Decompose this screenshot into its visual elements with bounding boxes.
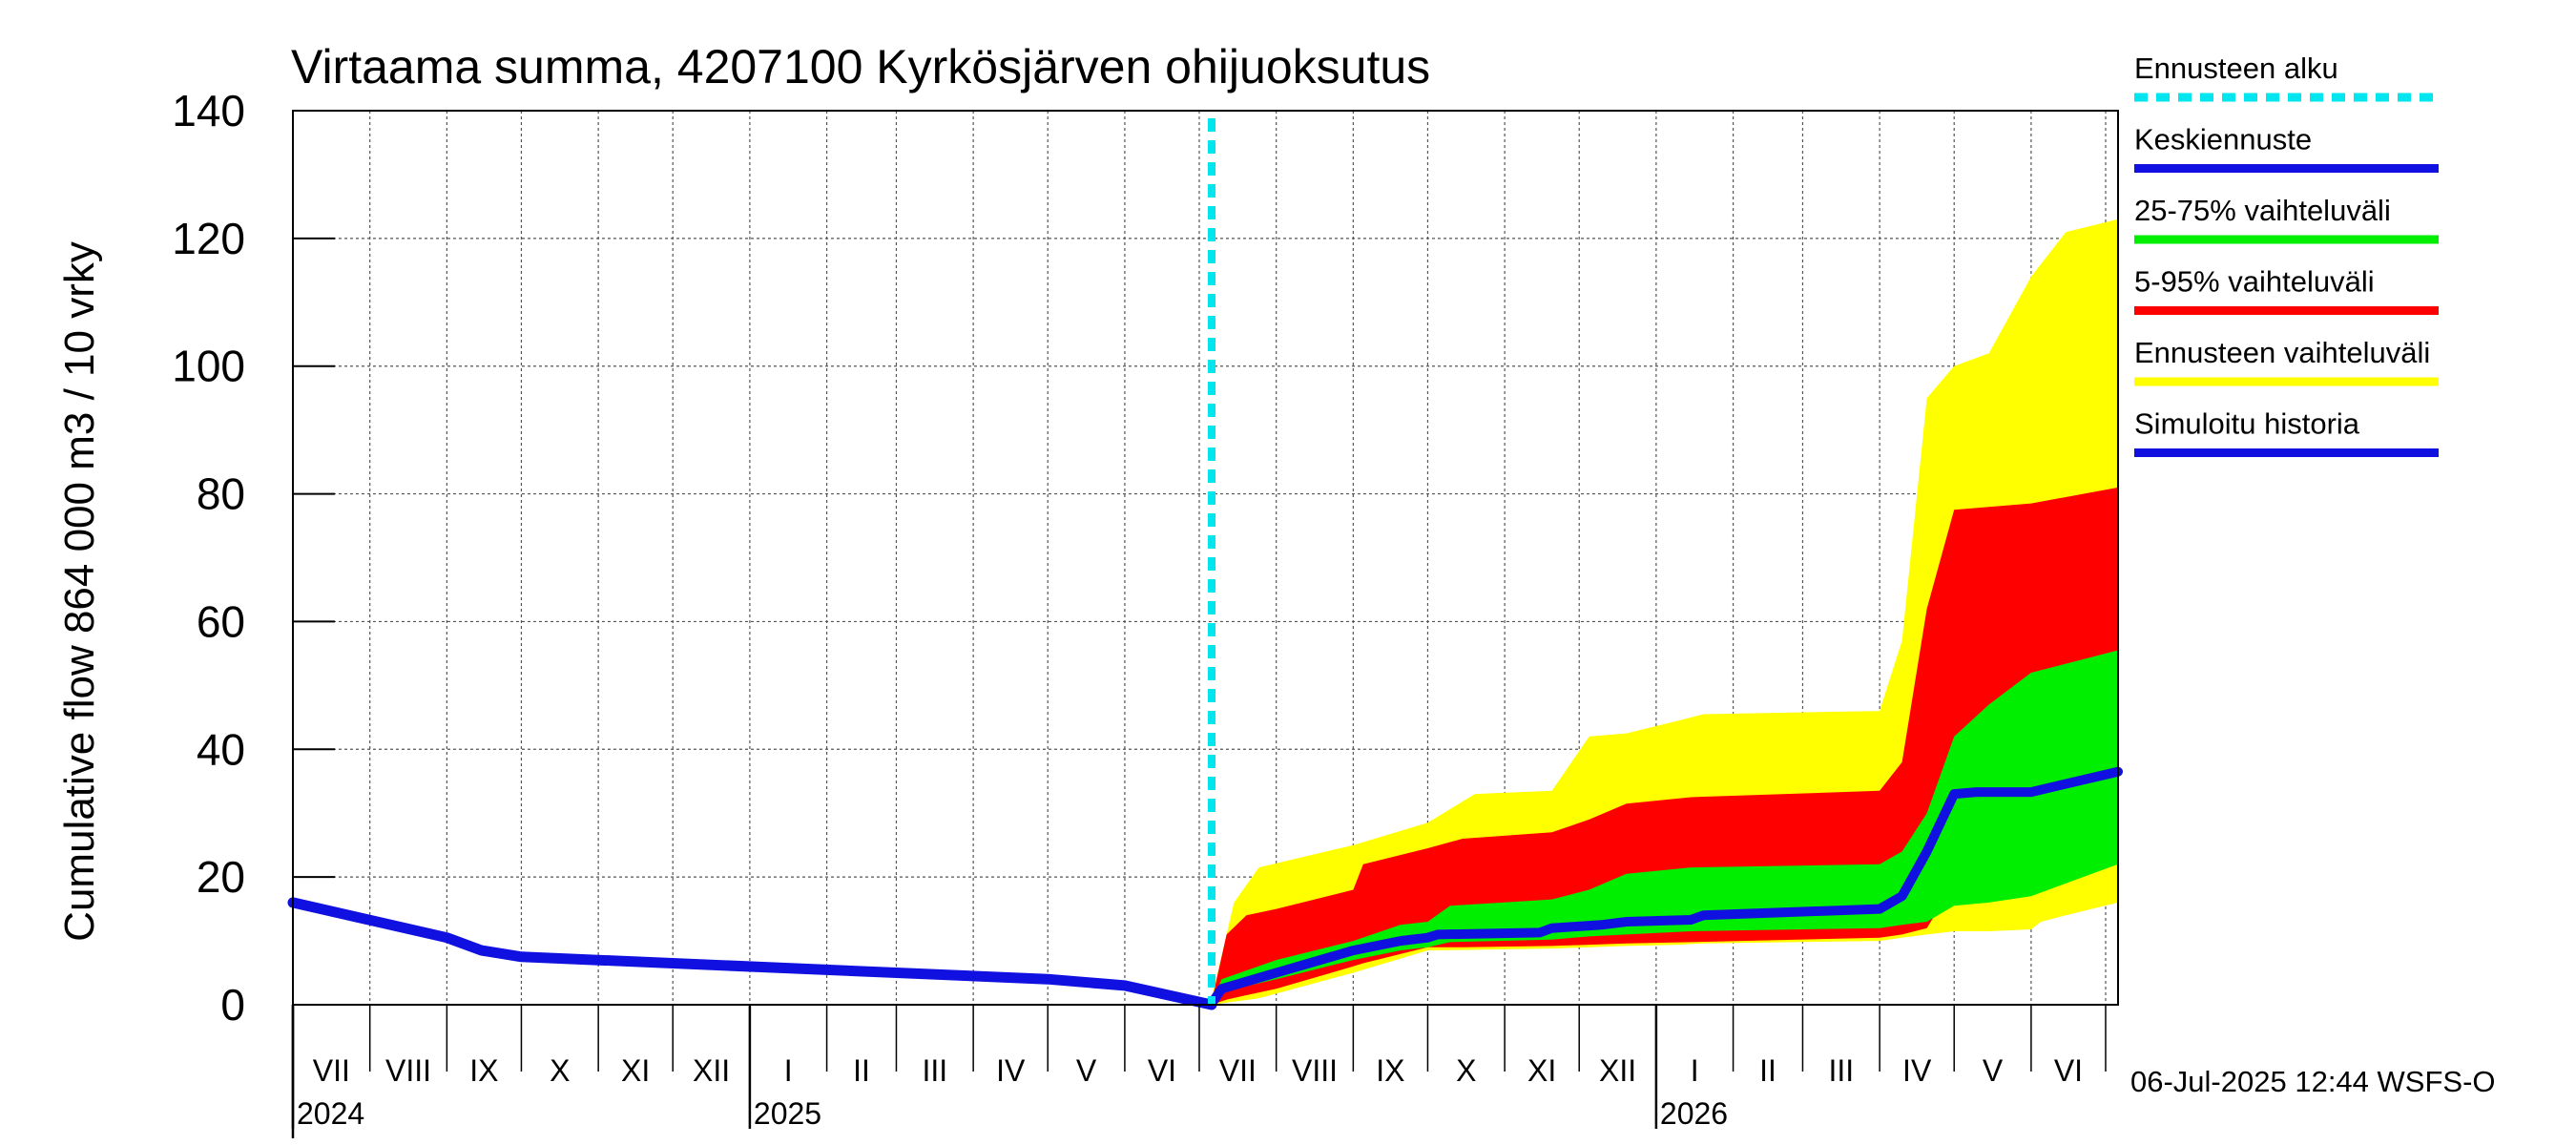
month-label: I — [1691, 1053, 1699, 1088]
month-label: X — [550, 1053, 570, 1088]
y-tick-label: 120 — [172, 214, 245, 263]
forecast-lines — [287, 118, 2123, 1010]
month-label: IV — [996, 1053, 1026, 1088]
y-axis-label: Cumulative flow 864 000 m3 / 10 vrky — [56, 241, 103, 942]
month-label: III — [1828, 1053, 1854, 1088]
legend-label: Simuloitu historia — [2134, 407, 2360, 441]
month-label: III — [922, 1053, 947, 1088]
month-label: XII — [693, 1053, 730, 1088]
month-label: IX — [1376, 1053, 1404, 1088]
band-25-75 — [1212, 650, 2118, 1005]
month-label: XII — [1599, 1053, 1636, 1088]
month-label: IV — [1902, 1053, 1932, 1088]
legend-label: 5-95% vaihteluväli — [2134, 265, 2375, 299]
legend-label: Keskiennuste — [2134, 123, 2312, 156]
y-axis: 0 20 40 60 80 100 120 140 — [172, 86, 335, 1030]
y-tick-label: 60 — [197, 596, 245, 646]
footer-timestamp: 06-Jul-2025 12:44 WSFS-O — [2130, 1065, 2496, 1098]
y-tick-label: 20 — [197, 852, 245, 902]
legend-label: Ennusteen alku — [2134, 52, 2338, 85]
month-label: XI — [621, 1053, 650, 1088]
year-label: 2026 — [1660, 1096, 1728, 1131]
legend-label: 25-75% vaihteluväli — [2134, 194, 2391, 227]
y-tick-label: 100 — [172, 342, 245, 391]
month-label: XI — [1527, 1053, 1556, 1088]
month-label: VII — [1219, 1053, 1257, 1088]
forecast-bands — [1212, 219, 2118, 1006]
legend: Ennusteen alku Keskiennuste 25-75% vaihtel… — [2134, 52, 2439, 457]
month-label: VI — [2054, 1053, 2083, 1088]
month-label: VIII — [385, 1053, 431, 1088]
month-label: IX — [469, 1053, 498, 1088]
month-label: X — [1456, 1053, 1476, 1088]
month-label: I — [784, 1053, 793, 1088]
simulated-history-line — [287, 897, 1217, 1010]
month-label: VII — [313, 1053, 350, 1088]
year-label: 2024 — [297, 1096, 364, 1131]
chart-title: Virtaama summa, 4207100 Kyrkösjärven ohi… — [291, 40, 1430, 94]
legend-label: Ennusteen vaihteluväli — [2134, 336, 2430, 369]
y-tick-label: 40 — [197, 724, 245, 774]
x-axis: VII VIII IX X XI XII I II III IV V VI VII VIII IX X XI XI… — [291, 1005, 2107, 1138]
month-label: II — [853, 1053, 870, 1088]
plot-area — [287, 110, 2123, 1010]
month-label: VIII — [1292, 1053, 1338, 1088]
month-label: VI — [1148, 1053, 1176, 1088]
year-label: 2025 — [754, 1096, 821, 1131]
y-tick-label: 0 — [220, 980, 245, 1030]
month-label: V — [1076, 1053, 1097, 1088]
y-tick-label: 80 — [197, 469, 245, 519]
median-forecast-line — [1207, 766, 2123, 1009]
month-label: V — [1983, 1053, 2004, 1088]
y-tick-label: 140 — [172, 86, 245, 135]
month-label: II — [1759, 1053, 1776, 1088]
plot-frame — [292, 110, 2119, 1006]
